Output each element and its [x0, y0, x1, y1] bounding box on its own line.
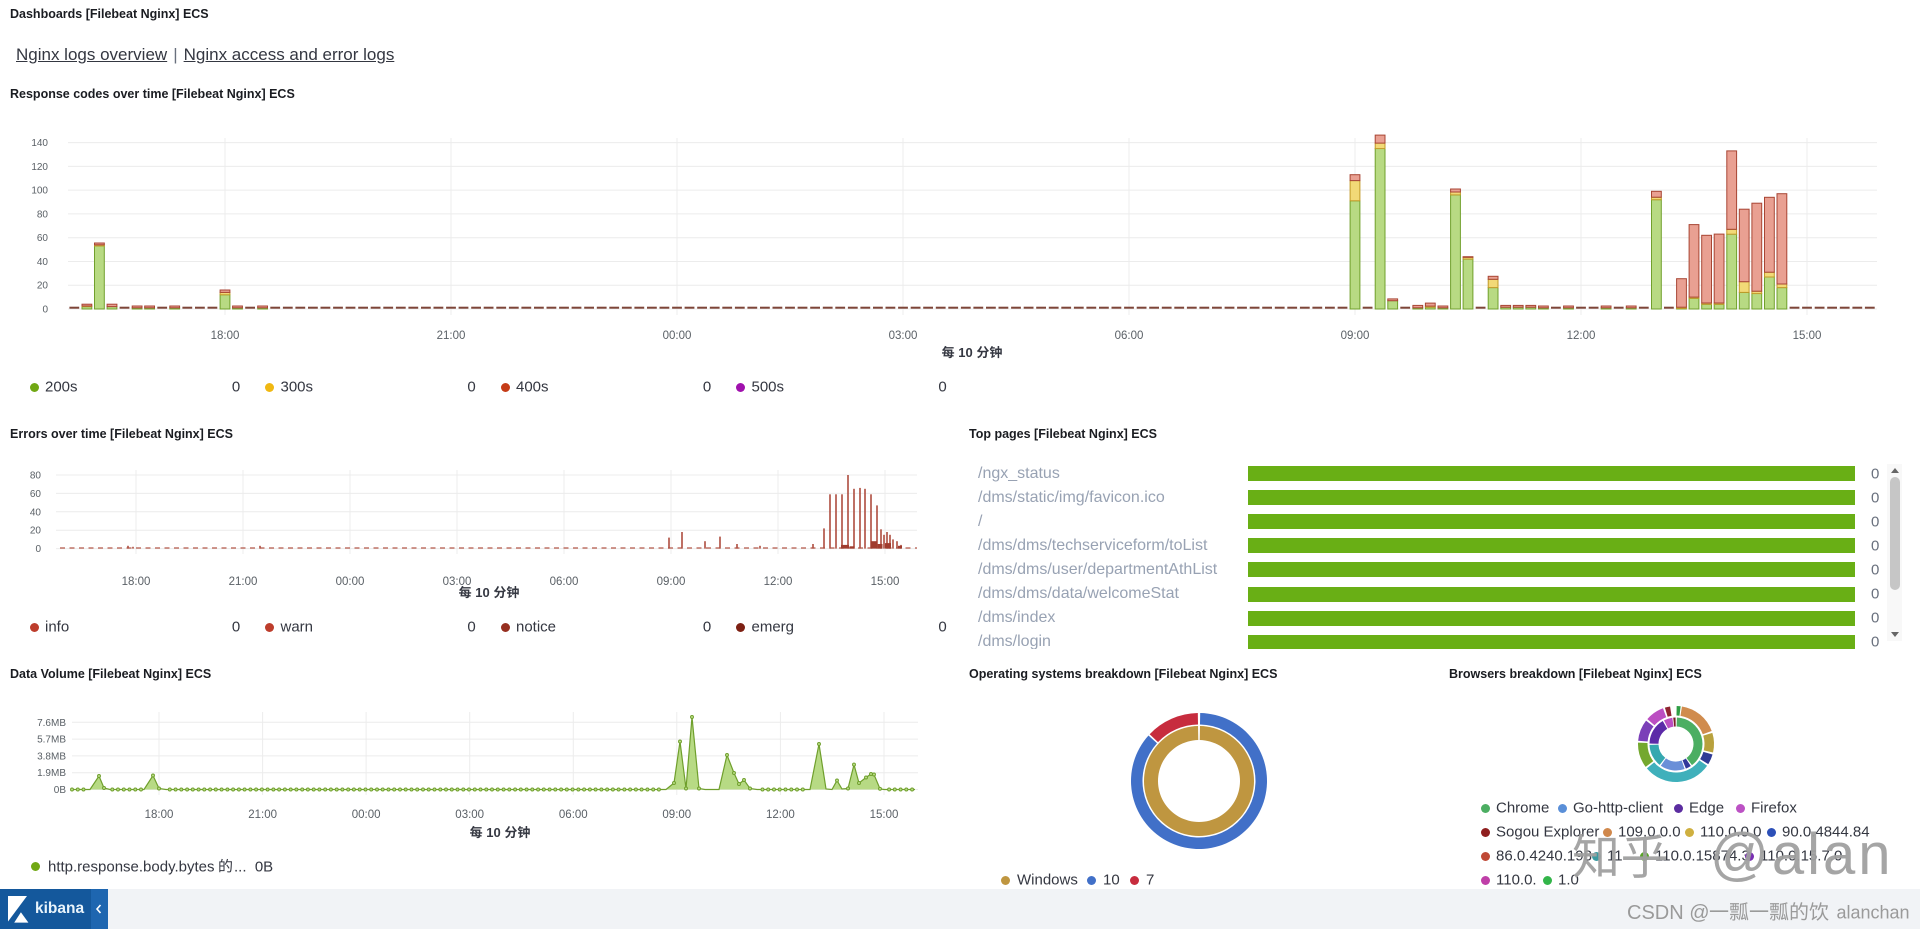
svg-text:21:00: 21:00: [229, 576, 258, 588]
svg-text:60: 60: [30, 489, 42, 500]
svg-text:21:00: 21:00: [437, 330, 466, 342]
svg-text:CSDN @: CSDN @: [1627, 902, 1710, 924]
svg-text:140: 140: [31, 138, 48, 149]
svg-text:15:00: 15:00: [871, 576, 900, 588]
svg-text:00:00: 00:00: [352, 809, 381, 821]
svg-text:10: 10: [958, 345, 972, 360]
svg-text:alanchan: alanchan: [1837, 903, 1910, 923]
svg-text:12:00: 12:00: [764, 576, 793, 588]
svg-text:03:00: 03:00: [455, 809, 484, 821]
svg-text:10: 10: [475, 585, 489, 600]
svg-text:120: 120: [31, 162, 48, 173]
svg-text:http.response.body.bytes: http.response.body.bytes: [48, 859, 215, 876]
svg-text:18:00: 18:00: [211, 330, 240, 342]
svg-text:7.6MB: 7.6MB: [37, 718, 66, 729]
svg-text:00:00: 00:00: [663, 330, 692, 342]
svg-text:03:00: 03:00: [889, 330, 918, 342]
svg-text:06:00: 06:00: [559, 809, 588, 821]
svg-text:12:00: 12:00: [766, 809, 795, 821]
svg-text:1.9MB: 1.9MB: [37, 768, 66, 779]
svg-text:@alan: @alan: [1710, 822, 1894, 887]
svg-text:0: 0: [35, 544, 41, 555]
svg-text:5.7MB: 5.7MB: [37, 735, 66, 746]
svg-text:80: 80: [30, 471, 42, 482]
svg-text:09:00: 09:00: [657, 576, 686, 588]
svg-text:3.8MB: 3.8MB: [37, 751, 66, 762]
svg-text:... 0B: ... 0B: [234, 859, 273, 876]
svg-text:18:00: 18:00: [122, 576, 151, 588]
svg-text:12:00: 12:00: [1567, 330, 1596, 342]
svg-text:0: 0: [42, 305, 48, 316]
svg-text:18:00: 18:00: [145, 809, 174, 821]
svg-text:20: 20: [30, 526, 42, 537]
svg-text:15:00: 15:00: [1793, 330, 1822, 342]
svg-text:80: 80: [37, 209, 49, 220]
svg-text:60: 60: [37, 233, 49, 244]
svg-text:09:00: 09:00: [1341, 330, 1370, 342]
svg-text:20: 20: [37, 281, 49, 292]
svg-text:09:00: 09:00: [662, 809, 691, 821]
svg-text:00:00: 00:00: [336, 576, 365, 588]
svg-text:0B: 0B: [54, 785, 67, 796]
svg-text:06:00: 06:00: [550, 576, 579, 588]
svg-text:40: 40: [30, 507, 42, 518]
svg-text:21:00: 21:00: [248, 809, 277, 821]
svg-text:03:00: 03:00: [443, 576, 472, 588]
svg-text:10: 10: [486, 825, 500, 840]
svg-text:06:00: 06:00: [1115, 330, 1144, 342]
svg-text:15:00: 15:00: [870, 809, 899, 821]
svg-text:40: 40: [37, 257, 49, 268]
svg-text:100: 100: [31, 186, 48, 197]
